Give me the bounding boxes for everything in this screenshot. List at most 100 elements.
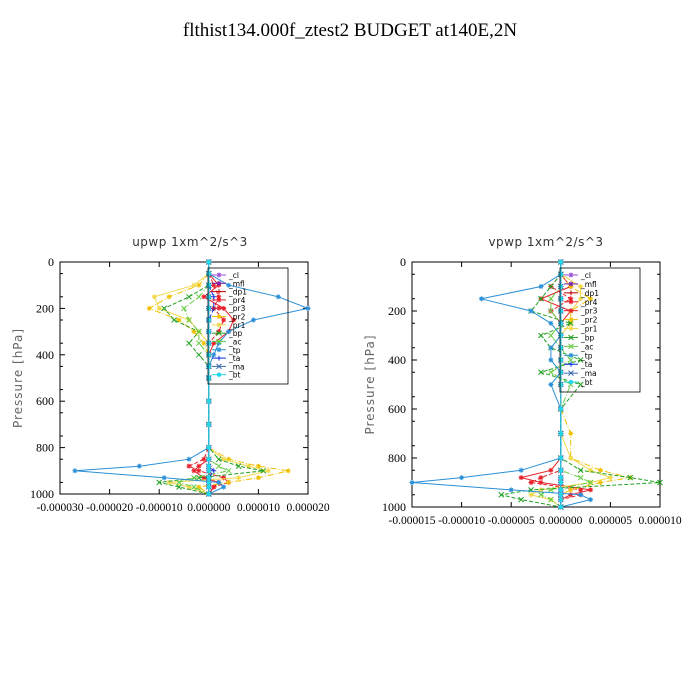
legend-marker xyxy=(216,314,222,320)
series-point xyxy=(518,475,524,481)
series-point xyxy=(548,308,554,314)
series-point xyxy=(161,475,167,481)
series-point xyxy=(558,497,563,502)
legend-label: _mfl xyxy=(580,280,597,289)
series-point xyxy=(558,333,563,338)
series-point xyxy=(196,351,202,358)
series-line-tp xyxy=(411,262,593,508)
series-point xyxy=(206,259,211,265)
series-point xyxy=(568,284,574,289)
legend-label: _pr3 xyxy=(228,304,246,313)
series-point xyxy=(538,487,544,493)
series-point xyxy=(221,475,227,481)
series-point xyxy=(597,480,603,485)
series-point xyxy=(216,329,222,335)
series-point xyxy=(558,345,563,350)
series-point xyxy=(245,463,251,469)
series-point xyxy=(211,484,217,490)
series-point xyxy=(558,259,563,265)
series-point xyxy=(206,352,211,357)
legend-marker xyxy=(216,330,222,337)
x-tick-label: 0.000020 xyxy=(286,502,329,514)
series-point xyxy=(558,487,563,493)
series-point xyxy=(166,479,172,485)
y-axis-label: Pressure [hPa] xyxy=(363,334,377,434)
series-point xyxy=(478,296,484,302)
series-point xyxy=(196,484,202,490)
legend-box xyxy=(207,267,289,385)
series-point xyxy=(236,475,242,481)
series-point xyxy=(588,497,594,503)
legend-label: _ac xyxy=(228,337,241,346)
series-point xyxy=(548,369,554,376)
series-point xyxy=(216,340,222,346)
plot-frame xyxy=(411,261,661,508)
series-point xyxy=(151,294,157,300)
series-point xyxy=(588,296,594,302)
series-point xyxy=(206,480,211,485)
panel-title: vpwp 1xm^2/s^3 xyxy=(488,235,603,249)
legend-label: _bt xyxy=(580,378,593,387)
series-point xyxy=(206,422,211,427)
series-point xyxy=(657,479,663,486)
series-point xyxy=(186,484,192,490)
x-tick-label: 0.000000 xyxy=(187,502,230,514)
series-point xyxy=(558,468,563,473)
series-point xyxy=(265,468,271,474)
legend-label: _cl xyxy=(228,271,239,280)
legend-marker xyxy=(568,370,574,377)
series-point xyxy=(206,445,211,450)
series-point xyxy=(206,306,211,311)
series-point xyxy=(211,294,217,300)
series-point xyxy=(186,463,192,469)
series-point xyxy=(176,484,182,490)
series-point xyxy=(226,479,232,485)
series-point xyxy=(548,382,554,387)
series-point xyxy=(206,484,211,490)
series-point xyxy=(528,492,534,498)
series-point xyxy=(577,474,584,481)
y-tick-label: 0 xyxy=(400,255,406,269)
plot-frame xyxy=(59,261,309,495)
y-tick-label: 400 xyxy=(388,353,406,367)
series-point xyxy=(191,468,197,474)
legend-label: _pr4 xyxy=(580,298,598,307)
series-point xyxy=(235,463,242,470)
series-point xyxy=(538,475,544,481)
series-point xyxy=(558,382,563,387)
series-point xyxy=(221,456,227,462)
series-point xyxy=(171,317,177,323)
series-point xyxy=(216,479,222,485)
series-point xyxy=(568,487,574,493)
series-point xyxy=(161,305,168,312)
series-point xyxy=(255,475,261,481)
series-point xyxy=(528,308,534,314)
legend-label: _bp xyxy=(580,333,595,342)
series-point xyxy=(548,496,554,503)
legend-marker xyxy=(568,352,574,358)
series-point xyxy=(206,329,211,334)
series-point xyxy=(215,463,222,470)
series-point xyxy=(577,381,584,388)
series-point xyxy=(568,492,574,498)
series-point xyxy=(196,468,202,474)
series-point xyxy=(558,504,563,510)
series-point xyxy=(206,491,211,497)
series-point xyxy=(558,296,563,301)
y-tick-label: 200 xyxy=(36,301,54,315)
series-point xyxy=(568,431,574,436)
series-point xyxy=(548,345,554,351)
series-point xyxy=(216,294,222,300)
series-line-pr2 xyxy=(148,262,289,495)
x-tick-label: 0.000000 xyxy=(539,515,582,527)
y-tick-label: 1000 xyxy=(382,500,406,514)
y-tick-label: 0 xyxy=(48,255,54,269)
series-line-bp xyxy=(159,262,264,495)
x-tick-label: 0.000010 xyxy=(237,502,280,514)
series-point xyxy=(548,332,554,339)
y-tick-label: 1000 xyxy=(30,487,54,501)
series-point xyxy=(587,479,594,486)
series-point xyxy=(231,317,237,323)
legend-label: _ta xyxy=(228,354,240,363)
x-tick-label: -0.000010 xyxy=(136,502,183,514)
